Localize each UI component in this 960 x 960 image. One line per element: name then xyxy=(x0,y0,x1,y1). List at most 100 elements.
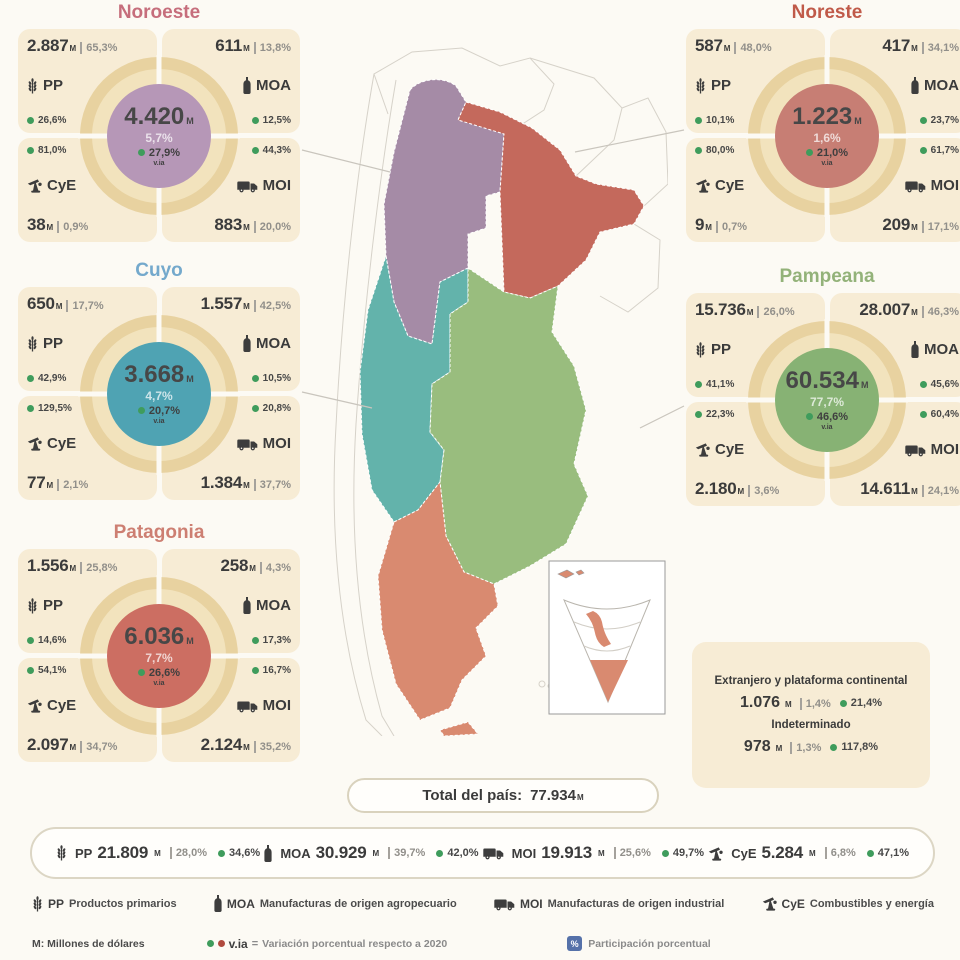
map-region-noreste xyxy=(457,101,645,299)
total-value: 6.036 xyxy=(124,622,185,650)
region-grid: 1.556 M 25,8% PP 14,6% 258 M 4,3% MOA 17,3% … xyxy=(18,549,300,762)
country-category-totals-bar: PP 21.809 M 28,0% 34,6% MOA 30.929 M 39,7%… xyxy=(30,827,935,879)
pp-share: 25,8% xyxy=(80,562,117,574)
unit-m: M xyxy=(911,487,918,496)
via-description: Variación porcentual respecto a 2020 xyxy=(262,937,448,950)
pp-share: 17,7% xyxy=(66,300,104,312)
moa-via: 42,0% xyxy=(447,847,479,859)
moa-via: 17,3% xyxy=(262,635,291,646)
moa-share: 13,8% xyxy=(253,42,291,54)
unit-m: M xyxy=(911,308,918,317)
extranjero-title: Extranjero y plataforma continental xyxy=(714,674,908,687)
cye-label: CyE xyxy=(715,177,745,194)
cye-label: CyE xyxy=(715,441,745,458)
moa-via: 10,5% xyxy=(262,373,291,384)
green-dot-icon xyxy=(251,405,259,412)
pp-label: PP xyxy=(75,845,93,861)
moi-via: 16,7% xyxy=(262,665,291,676)
cye-share: 34,7% xyxy=(80,741,117,753)
extranjero-via: 21,4% xyxy=(850,697,882,709)
pp-label: PP xyxy=(711,77,732,94)
total-via: 46,6% xyxy=(816,410,849,423)
green-dot-icon xyxy=(695,411,702,418)
unit-m: M xyxy=(243,44,250,53)
country-total-pill: Total del país: 77.934M xyxy=(347,778,659,813)
bottle-icon xyxy=(264,845,272,862)
unit-m: M xyxy=(746,308,754,317)
cye-label: CyE xyxy=(47,177,77,194)
green-dot-icon xyxy=(919,117,927,124)
unit-m: M xyxy=(69,743,77,752)
unit-m: M xyxy=(186,373,194,384)
inset-parallel-arc xyxy=(583,645,631,652)
total-share: 5,7% xyxy=(145,130,173,145)
green-dot-icon xyxy=(251,375,259,382)
unit-m: M xyxy=(186,115,194,126)
truck-icon xyxy=(483,846,504,860)
total-value: 4.420 xyxy=(124,102,185,130)
green-dot-icon xyxy=(805,413,813,420)
unit-m: M xyxy=(46,223,54,232)
map-neighbor-chile-outline xyxy=(353,79,397,737)
pump-icon xyxy=(708,846,723,861)
patagonia-total-circle: 6.036 M 7,7% 26,6% v.ia xyxy=(107,603,211,708)
legend-abbr: MOI xyxy=(519,896,543,911)
via-label: v.ia xyxy=(821,159,833,167)
region-title: Patagonia xyxy=(113,522,205,543)
pump-icon xyxy=(27,436,42,451)
bottle-icon xyxy=(243,335,251,352)
moi-label: MOI xyxy=(930,441,959,458)
noroeste-donut: 4.420 M 5,7% 27,9% v.ia xyxy=(78,54,240,217)
pump-icon xyxy=(762,896,777,911)
cye-value: 38 xyxy=(27,215,46,234)
unit-m: M xyxy=(723,44,731,53)
cye-label: CyE xyxy=(47,435,77,452)
legend-moa: MOA Manufacturas de origen agropecuario xyxy=(214,895,457,912)
green-dot-icon xyxy=(27,405,34,412)
cye-via: 47,1% xyxy=(877,847,909,859)
total-via: 21,0% xyxy=(816,146,849,159)
category-legend: PP Productos primarios MOA Manufacturas … xyxy=(32,895,934,912)
antartida-inset-map xyxy=(548,560,666,715)
legend-cye: CyE Combustibles y energía xyxy=(762,896,934,911)
map-neighbor-chile-coast xyxy=(333,73,383,737)
unit-m: M xyxy=(69,564,77,573)
unit-m: M xyxy=(775,743,783,753)
moa-label: MOA xyxy=(280,845,311,861)
cye-via: 129,5% xyxy=(38,403,72,414)
map-region-patagonia xyxy=(377,480,499,721)
legend-desc: Manufacturas de origen agropecuario xyxy=(259,897,457,910)
total-value: 3.668 xyxy=(124,360,185,388)
moi-via: 60,4% xyxy=(930,409,959,420)
moi-via: 20,8% xyxy=(262,403,291,414)
cye-share: 2,1% xyxy=(57,479,88,491)
green-dot-icon xyxy=(436,849,444,857)
totals-pp-item: PP 21.809 M 28,0% 34,6% xyxy=(56,843,260,863)
moa-share: 46,3% xyxy=(921,306,959,318)
pp-value: 21.809 xyxy=(97,843,149,862)
legend-desc: Productos primarios xyxy=(69,897,177,910)
inset-parallel-arc xyxy=(573,621,641,630)
red-dot-icon xyxy=(217,940,225,947)
moa-via: 45,6% xyxy=(930,379,959,390)
unit-m: M xyxy=(598,848,605,858)
pump-icon xyxy=(695,442,710,457)
moi-via: 44,3% xyxy=(262,145,291,156)
via-label: v.ia xyxy=(821,423,833,431)
moi-label: MOI xyxy=(262,697,291,714)
total-via: 26,6% xyxy=(148,666,181,679)
unit-m: M xyxy=(911,223,918,232)
moa-share: 4,3% xyxy=(259,562,291,574)
pump-icon xyxy=(27,698,42,713)
pp-label: PP xyxy=(43,335,64,352)
inset-malvinas-icon xyxy=(575,569,585,576)
green-dot-icon xyxy=(830,743,838,751)
millions-note: M: Millones de dólares xyxy=(32,937,145,950)
pump-icon xyxy=(27,178,42,193)
truck-icon xyxy=(905,443,926,457)
unit-m: M xyxy=(737,487,745,496)
moa-share: 34,1% xyxy=(921,42,959,54)
map-malvinas-icon xyxy=(538,680,546,688)
wheat-icon xyxy=(695,78,706,94)
region-cuyo: Cuyo 650 M 17,7% PP 42,9% 1.557 M 42,5% MOA … xyxy=(18,260,300,500)
